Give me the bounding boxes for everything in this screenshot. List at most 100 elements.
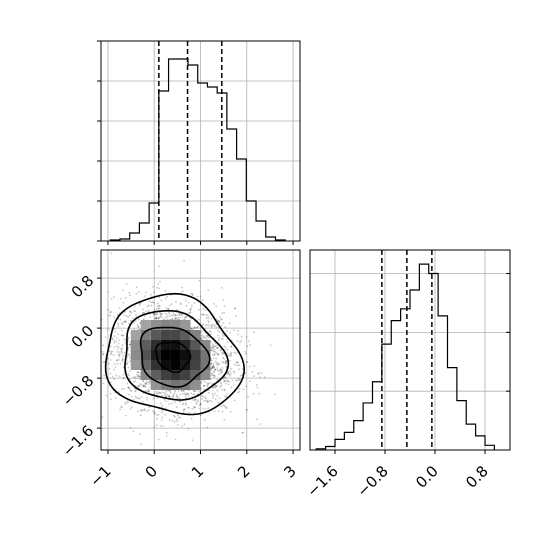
scatter-point — [156, 392, 159, 395]
scatter-point — [169, 396, 171, 399]
scatter-point — [144, 390, 147, 392]
scatter-point — [142, 380, 145, 383]
scatter-point — [263, 376, 266, 379]
scatter-point — [207, 400, 209, 403]
scatter-point — [252, 393, 255, 395]
scatter-point — [193, 327, 195, 330]
scatter-point — [211, 366, 214, 369]
scatter-point — [197, 308, 200, 311]
scatter-point — [164, 317, 167, 319]
scatter-point — [190, 317, 193, 320]
scatter-point — [222, 298, 225, 301]
scatter-point — [227, 380, 229, 382]
scatter-point — [180, 390, 183, 392]
scatter-point — [155, 414, 158, 416]
scatter-point — [134, 377, 137, 380]
scatter-point — [210, 362, 213, 365]
scatter-point — [137, 385, 140, 387]
scatter-point — [149, 316, 152, 318]
scatter-point — [120, 297, 122, 300]
scatter-point — [194, 399, 196, 402]
scatter-point — [174, 316, 177, 319]
scatter-point — [202, 313, 205, 316]
scatter-point — [121, 352, 123, 355]
scatter-point — [223, 388, 226, 391]
scatter-point — [116, 359, 119, 362]
histogram-panel-y: −1.6 −0.8 0.0 0.8 — [303, 249, 511, 501]
scatter-point — [211, 367, 214, 370]
scatter-point — [109, 345, 112, 348]
scatter-point — [134, 310, 137, 313]
scatter-point — [165, 400, 168, 403]
scatter-point — [248, 380, 251, 382]
scatter-point — [128, 291, 131, 294]
scatter-point — [128, 356, 131, 358]
scatter-point — [156, 302, 159, 305]
scatter-point — [193, 393, 195, 396]
scatter-point — [212, 350, 215, 353]
scatter-point — [233, 399, 236, 402]
scatter-point — [180, 389, 183, 392]
scatter-point — [171, 318, 174, 320]
scatter-point — [123, 314, 126, 317]
scatter-point — [124, 320, 126, 323]
scatter-point — [138, 375, 140, 378]
scatter-point — [142, 385, 144, 388]
scatter-point — [189, 309, 192, 311]
scatter-point — [175, 395, 178, 398]
scatter-point — [226, 352, 229, 355]
scatter-point — [154, 313, 157, 315]
scatter-point — [221, 388, 223, 391]
scatter-point — [130, 311, 133, 314]
scatter-point — [208, 330, 211, 333]
scatter-point — [145, 291, 147, 294]
scatter-point — [139, 302, 142, 305]
scatter-point — [214, 368, 217, 371]
scatter-point — [118, 375, 121, 378]
scatter-point — [135, 292, 138, 295]
scatter-point — [202, 385, 205, 387]
scatter-point — [222, 337, 224, 340]
scatter-point — [153, 291, 155, 294]
scatter-point — [102, 353, 104, 355]
scatter-point — [137, 374, 140, 377]
density-cell — [170, 380, 181, 390]
scatter-point — [164, 392, 167, 395]
scatter-point — [150, 301, 153, 304]
density-cell — [200, 340, 211, 350]
scatter-point — [154, 317, 157, 320]
scatter-point — [227, 354, 230, 357]
scatter-point — [124, 403, 127, 405]
scatter-point — [248, 340, 250, 342]
scatter-point — [172, 414, 175, 417]
scatter-point — [158, 287, 161, 290]
scatter-point — [235, 379, 237, 382]
density-cell — [130, 350, 141, 360]
scatter-point — [221, 287, 223, 289]
scatter-point — [222, 335, 224, 337]
scatter-point — [222, 404, 225, 406]
scatter-point — [139, 433, 142, 435]
scatter-point — [139, 443, 142, 446]
scatter-point — [230, 386, 233, 389]
scatter-point — [220, 369, 223, 371]
scatter-point — [148, 406, 151, 408]
scatter-point — [177, 309, 180, 311]
scatter-point — [159, 280, 162, 283]
scatter-point — [157, 413, 160, 416]
scatter-point — [205, 408, 208, 410]
scatter-point — [168, 389, 171, 392]
scatter-point — [166, 394, 168, 396]
scatter-point — [206, 401, 209, 403]
scatter-point — [156, 417, 158, 420]
x-tick-label: −1.6 — [303, 462, 341, 500]
scatter-point — [126, 400, 129, 403]
scatter-point — [136, 371, 139, 374]
scatter-point — [193, 393, 195, 396]
scatter-point — [232, 370, 235, 373]
scatter-point — [174, 401, 177, 403]
scatter-point — [159, 314, 162, 317]
scatter-point — [139, 383, 142, 385]
scatter-point — [224, 395, 226, 398]
scatter-point — [258, 392, 261, 395]
